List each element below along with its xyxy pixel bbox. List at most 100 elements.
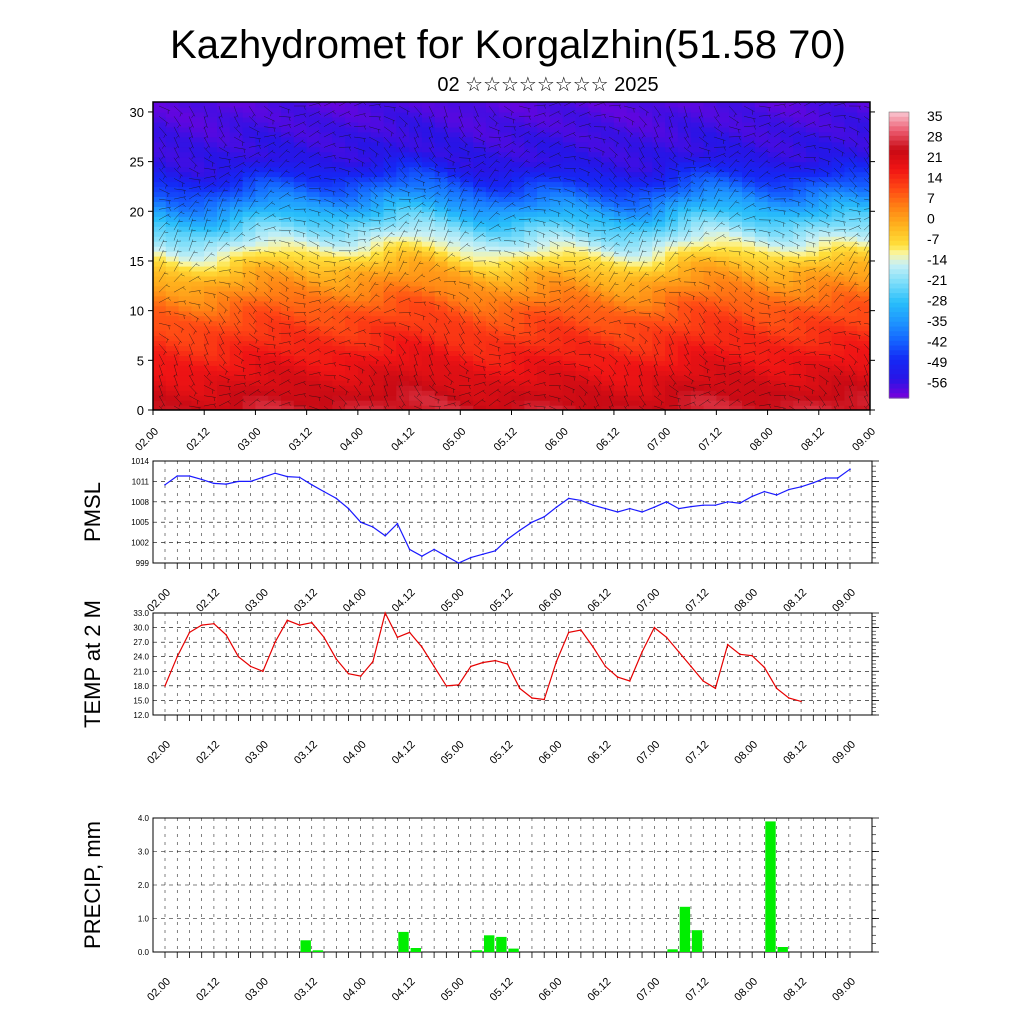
heatmap-cell [677,270,692,277]
heatmap-cell [485,365,500,371]
heatmap-cell [665,256,679,262]
heatmap-cell [703,166,717,173]
heatmap-cell [396,270,410,277]
heatmap-cell [588,171,602,178]
heatmap-cell [447,330,461,337]
heatmap-cell [677,102,692,108]
wind-barb-feather [165,184,167,189]
heatmap-cell [293,325,308,332]
heatmap-cell [473,156,487,163]
heatmap-cell [665,231,679,237]
heatmap-cell [793,201,807,207]
heatmap-cell [242,325,256,332]
heatmap-cell [575,290,589,297]
heatmap-cell [665,370,679,376]
heatmap-cell [793,151,807,158]
heatmap-cell [473,126,487,133]
heatmap-cell [281,171,295,178]
heatmap-cell [242,270,256,277]
wind-barb [428,263,438,272]
heatmap-cell [767,370,781,376]
heatmap-cell [319,270,333,277]
heatmap-cell [767,206,781,212]
heatmap-cell [319,340,333,347]
wind-barb-feather [451,182,456,185]
heatmap-cell [857,380,870,386]
heatmap-cell [844,211,858,217]
heatmap-cell [652,350,666,356]
wind-barb-feather [333,279,337,283]
heatmap-cell [165,380,180,386]
wind-barb-feather [269,309,272,314]
heatmap-cell [332,295,346,302]
heatmap-cell [575,161,589,168]
heatmap-cell [665,360,679,366]
wind-barb [518,302,531,308]
wind-barb-feather [168,207,172,212]
wind-barb-feather [528,314,530,319]
heatmap-cell [767,181,781,188]
heatmap-cell [178,181,192,188]
heatmap-cell [460,136,474,143]
heatmap-cell [639,390,653,396]
heatmap-cell [409,141,423,148]
heatmap-cell [281,136,295,143]
heatmap-cell [319,181,333,188]
wind-barb-feather [317,349,321,353]
heatmap-cell [421,166,436,173]
heatmap-cell [396,261,410,267]
wind-barb-feather [373,372,376,376]
heatmap-cell [639,300,653,307]
heatmap-cell [626,256,641,262]
heatmap-cell [396,320,410,327]
heatmap-cell [447,121,461,128]
wind-barb-feather [453,403,457,407]
heatmap-cell [306,201,320,207]
heatmap-cell [626,241,641,247]
heatmap-cell [703,385,717,391]
heatmap-cell [217,116,231,123]
heatmap-cell [780,121,794,128]
heatmap-cell [639,107,653,113]
wind-barb-feather [468,392,472,397]
heatmap-cell [306,355,320,361]
heatmap-cell [844,136,858,143]
heatmap-cell [806,126,820,133]
heatmap-cell [473,102,487,108]
heatmap-cell [626,345,641,351]
wind-barb [473,154,486,158]
wind-barb-feather [302,131,306,135]
heatmap-cell [447,285,461,292]
heatmap-cell [677,390,692,396]
wind-barb-feather [212,183,216,187]
heatmap-cell [319,191,333,197]
heatmap-cell [332,375,346,381]
heatmap-cell [665,365,679,371]
heatmap-cell [229,166,244,173]
heatmap-cell [191,340,205,347]
wind-barb-feather [212,266,216,270]
heatmap-cell [806,365,820,371]
heatmap-cell [357,355,372,361]
heatmap-cell [588,206,602,212]
wind-barb [443,181,454,189]
heatmap-cell [306,275,320,282]
heatmap-cell [447,251,461,257]
heatmap-cell [306,380,320,386]
wind-barb [368,116,382,118]
heatmap-cell [652,345,666,351]
wind-barb-feather [464,232,469,234]
heatmap-cell [601,270,615,277]
heatmap-cell [601,375,615,381]
wind-barb [293,381,306,386]
heatmap-cell [524,211,538,217]
heatmap-cell [409,360,423,366]
wind-barb-feather [181,328,183,333]
heatmap-cell [293,156,308,163]
heatmap-cell [537,241,551,247]
heatmap-cell [844,325,858,332]
heatmap-cell [178,246,192,252]
heatmap-cell [652,246,666,252]
heatmap-cell [370,176,385,183]
heatmap-cell [524,385,538,391]
